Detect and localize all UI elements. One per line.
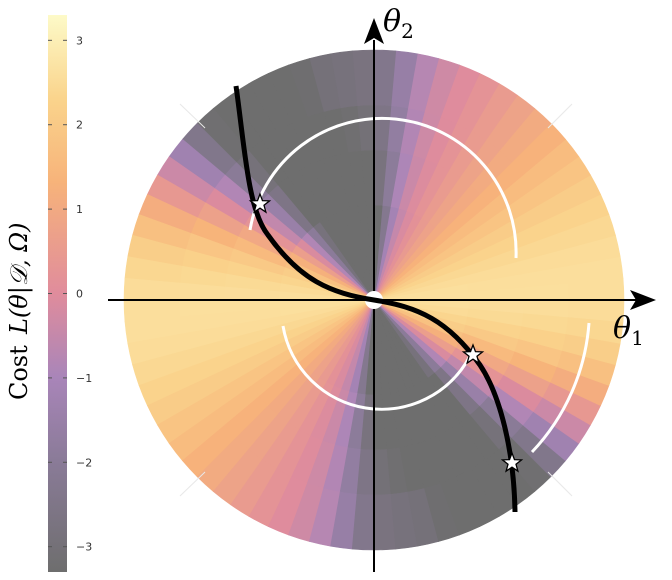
colorbar-tick-label: −2: [76, 456, 92, 469]
colorbar: 3 2 1 0 −1 −2 −3 Cost L(θ|𝒟, Ω): [5, 15, 92, 572]
lower-arc-left: [281, 325, 472, 411]
polar-heatmap: [123, 49, 625, 551]
y-axis-arrowhead: [364, 18, 384, 44]
x-axis-arrowhead: [630, 290, 656, 310]
diag-guide-4: [547, 471, 573, 497]
colorbar-tick-label: 2: [76, 119, 83, 132]
star-marker: [500, 451, 524, 473]
upper-arc: [248, 116, 518, 259]
diag-guide-2: [547, 103, 573, 129]
colorbar-tick-label: 1: [76, 203, 83, 216]
diag-guide-1: [179, 103, 206, 129]
diag-guide-3: [179, 471, 206, 497]
star-markers: [248, 192, 524, 473]
y-axis-label: θ2: [383, 4, 414, 43]
colorbar-label-word: Cost: [5, 345, 33, 400]
colorbar-gradient: [48, 15, 67, 572]
solution-curve: [233, 85, 518, 513]
colorbar-tick-label: 0: [76, 288, 83, 301]
colorbar-tick-label: 3: [76, 34, 83, 47]
star-marker: [248, 192, 272, 214]
colorbar-label: Cost L(θ|𝒟, Ω): [5, 222, 34, 400]
colorbar-tick-label: −3: [76, 541, 92, 554]
colorbar-tick-label: −1: [76, 372, 92, 385]
colorbar-ticks: 3 2 1 0 −1 −2 −3: [48, 34, 92, 554]
star-marker: [461, 343, 485, 365]
colorbar-label-math: L(θ|𝒟, Ω): [5, 222, 34, 335]
lower-arc-right: [530, 322, 591, 454]
x-axis-label: θ1: [613, 311, 644, 350]
